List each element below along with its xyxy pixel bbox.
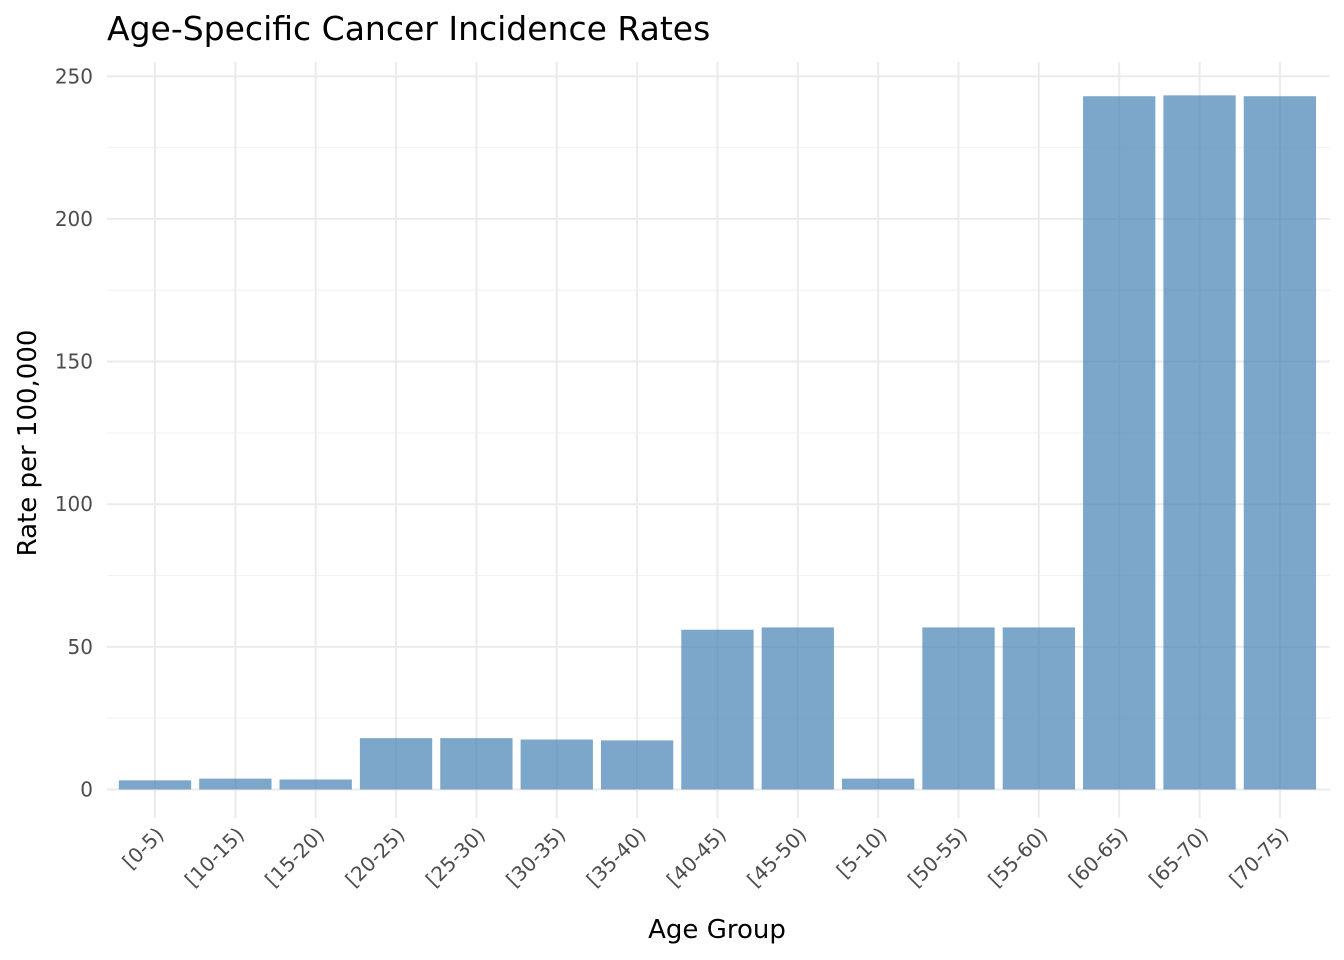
bar [118, 780, 192, 790]
x-tick-label: [60-65) [1064, 823, 1133, 892]
y-axis-ticks: 0 50 100 150 200 250 [55, 64, 93, 801]
bar [681, 629, 754, 790]
bar [520, 739, 593, 790]
bar [841, 778, 915, 790]
x-tick-label: [70-75) [1224, 823, 1293, 892]
bar [1002, 627, 1076, 790]
bar [199, 778, 272, 790]
x-tick-label: [45-50) [742, 823, 811, 892]
x-tick-label: [50-55) [903, 823, 972, 892]
y-tick-label: 250 [55, 64, 93, 88]
x-tick-label: [25-30) [421, 823, 490, 892]
x-tick-label: [15-20) [260, 823, 329, 892]
bar [1163, 95, 1236, 790]
chart-title: Age-Specific Cancer Incidence Rates [107, 9, 710, 48]
x-tick-label: [5-10) [832, 823, 892, 883]
bar [1083, 96, 1156, 790]
x-tick-label: [30-35) [501, 823, 570, 892]
bar [761, 627, 834, 790]
y-tick-label: 200 [55, 207, 93, 231]
x-tick-label: [0-5) [117, 823, 168, 874]
y-tick-label: 50 [68, 635, 93, 659]
y-tick-label: 100 [55, 492, 93, 516]
x-tick-label: [65-70) [1144, 823, 1213, 892]
bar [922, 627, 995, 790]
y-axis-title: Rate per 100,000 [13, 330, 43, 557]
x-tick-label: [40-45) [662, 823, 731, 892]
bar [279, 779, 352, 790]
bar [1243, 96, 1317, 790]
x-tick-label: [20-25) [340, 823, 409, 892]
y-tick-label: 0 [80, 777, 93, 801]
x-tick-label: [35-40) [582, 823, 651, 892]
x-axis-title: Age Group [648, 915, 786, 945]
bars-layer [118, 95, 1317, 790]
y-tick-label: 150 [55, 350, 93, 374]
x-tick-label: [10-15) [180, 823, 249, 892]
bar [359, 738, 433, 790]
bar [440, 738, 513, 790]
bar [600, 740, 674, 790]
x-axis-ticks: [0-5) [10-15) [15-20) [20-25) [25-30) [30-35)… [117, 823, 1293, 892]
x-tick-label: [55-60) [983, 823, 1052, 892]
